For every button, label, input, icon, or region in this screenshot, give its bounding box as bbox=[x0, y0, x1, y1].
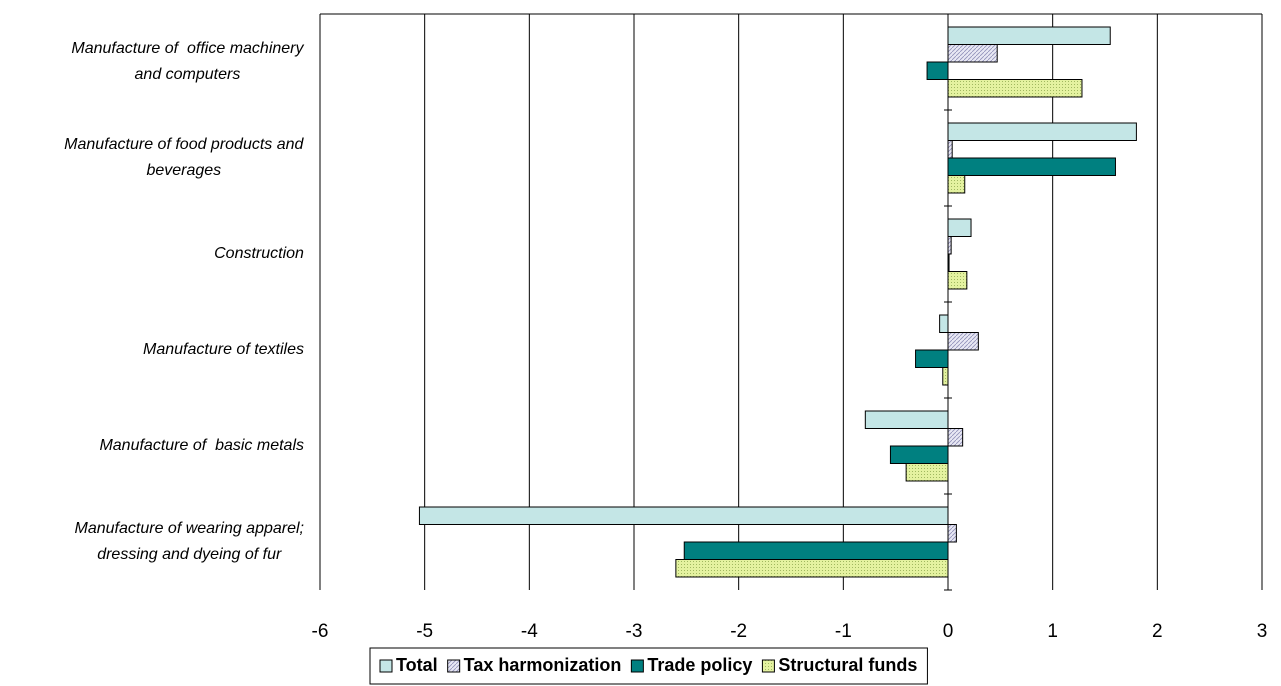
bar bbox=[947, 157, 1116, 176]
bar bbox=[947, 236, 952, 255]
bar bbox=[926, 61, 949, 80]
bar bbox=[675, 559, 949, 578]
bar bbox=[947, 122, 1137, 141]
x-tick-label: -6 bbox=[312, 621, 329, 642]
bar bbox=[947, 253, 950, 272]
category-label: Manufacture of textiles bbox=[143, 341, 304, 358]
bar bbox=[947, 79, 1083, 98]
bar bbox=[947, 175, 966, 194]
bar bbox=[947, 332, 979, 351]
bar bbox=[947, 524, 957, 543]
category-label: Manufacture of food products and beverage… bbox=[64, 136, 304, 179]
legend-swatch bbox=[379, 659, 393, 673]
legend-label: Total bbox=[396, 655, 438, 675]
legend-swatch bbox=[630, 659, 644, 673]
legend-label: Structural funds bbox=[778, 655, 917, 675]
bar bbox=[905, 463, 949, 482]
bar bbox=[418, 506, 949, 525]
category-label: Manufacture of basic metals bbox=[99, 437, 304, 454]
bar bbox=[942, 367, 949, 386]
x-tick-label: -3 bbox=[626, 621, 643, 642]
bar bbox=[947, 140, 953, 159]
x-tick-label: 2 bbox=[1152, 621, 1163, 642]
bar bbox=[947, 428, 964, 447]
bar bbox=[864, 410, 949, 429]
x-tick-label: 3 bbox=[1257, 621, 1268, 642]
x-tick-label: -1 bbox=[835, 621, 852, 642]
category-label: Manufacture of office machinery and compu… bbox=[71, 40, 304, 83]
x-tick-label: -5 bbox=[416, 621, 433, 642]
bar bbox=[947, 218, 972, 237]
bar bbox=[915, 349, 949, 368]
bar bbox=[947, 26, 1111, 45]
x-tick-label: -4 bbox=[521, 621, 538, 642]
x-tick-label: 1 bbox=[1047, 621, 1058, 642]
bar bbox=[947, 271, 968, 290]
bar bbox=[947, 44, 998, 63]
legend-box bbox=[369, 647, 928, 685]
legend-label: Tax harmonization bbox=[464, 655, 622, 675]
category-label: Manufacture of wearing apparel; dressing … bbox=[75, 520, 304, 563]
legend-label: Trade policy bbox=[647, 655, 752, 675]
bar bbox=[939, 314, 949, 333]
x-tick-label: 0 bbox=[943, 621, 954, 642]
legend-swatch bbox=[447, 659, 461, 673]
bar bbox=[889, 445, 949, 464]
x-tick-label: -2 bbox=[730, 621, 747, 642]
legend-swatch bbox=[761, 659, 775, 673]
bar bbox=[683, 541, 949, 560]
category-label: Construction bbox=[214, 245, 304, 262]
